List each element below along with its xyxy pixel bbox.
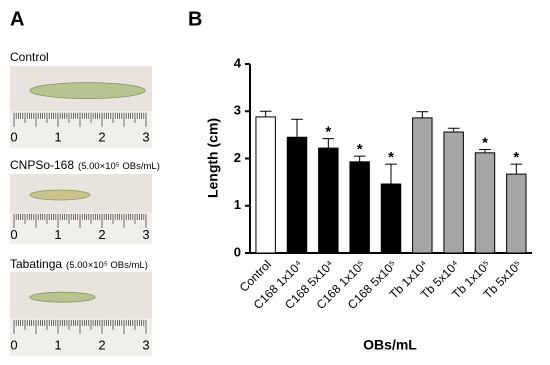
significance-star: * <box>325 124 331 141</box>
bar <box>380 183 402 254</box>
bar <box>474 152 496 254</box>
caterpillar <box>29 82 146 99</box>
caption-label: CNPSo-168 <box>10 158 74 172</box>
ruler-label: 3 <box>142 130 149 145</box>
caterpillar <box>29 291 96 303</box>
ruler-label: 1 <box>54 337 61 352</box>
ruler-label: 2 <box>98 337 105 352</box>
x-axis-title: OBs/mL <box>363 337 417 353</box>
ruler-label: 0 <box>10 130 17 145</box>
panel-label: B <box>188 8 202 30</box>
photo-caption: Control <box>10 50 49 64</box>
y-axis-title: Length (cm) <box>205 118 221 198</box>
significance-star: * <box>482 134 488 151</box>
y-tick-label: 3 <box>234 103 241 118</box>
significance-star: * <box>357 141 363 158</box>
ruler-label: 1 <box>54 227 61 242</box>
ruler-label: 3 <box>142 337 149 352</box>
caption-label: Control <box>10 50 49 64</box>
y-tick-label: 2 <box>234 150 241 165</box>
caption-label: Tabatinga <box>10 257 62 271</box>
caption-dose: (5.00×10⁵ OBs/mL) <box>78 161 160 172</box>
significance-star: * <box>388 149 394 166</box>
bar <box>255 116 276 254</box>
ruler-label: 0 <box>10 227 17 242</box>
ruler-label: 2 <box>98 130 105 145</box>
bar <box>443 131 464 254</box>
bar <box>349 161 370 254</box>
bar <box>506 173 527 254</box>
caption-dose: (5.00×10⁵ OBs/mL) <box>66 260 148 271</box>
bar <box>286 136 308 254</box>
ruler-label: 3 <box>142 227 149 242</box>
caterpillar <box>29 189 91 201</box>
ruler-label: 0 <box>10 337 17 352</box>
significance-star: * <box>513 149 519 166</box>
bar <box>412 117 433 254</box>
photo-caption: Tabatinga (5.00×10⁵ OBs/mL) <box>10 257 148 271</box>
photo-caption: CNPSo-168 (5.00×10⁵ OBs/mL) <box>10 158 160 172</box>
y-tick-label: 0 <box>234 244 241 259</box>
panel-label: A <box>10 8 24 30</box>
y-tick-label: 4 <box>234 55 242 70</box>
y-tick-label: 1 <box>234 197 241 212</box>
ruler-label: 1 <box>54 130 61 145</box>
bar <box>318 147 339 254</box>
ruler-label: 2 <box>98 227 105 242</box>
